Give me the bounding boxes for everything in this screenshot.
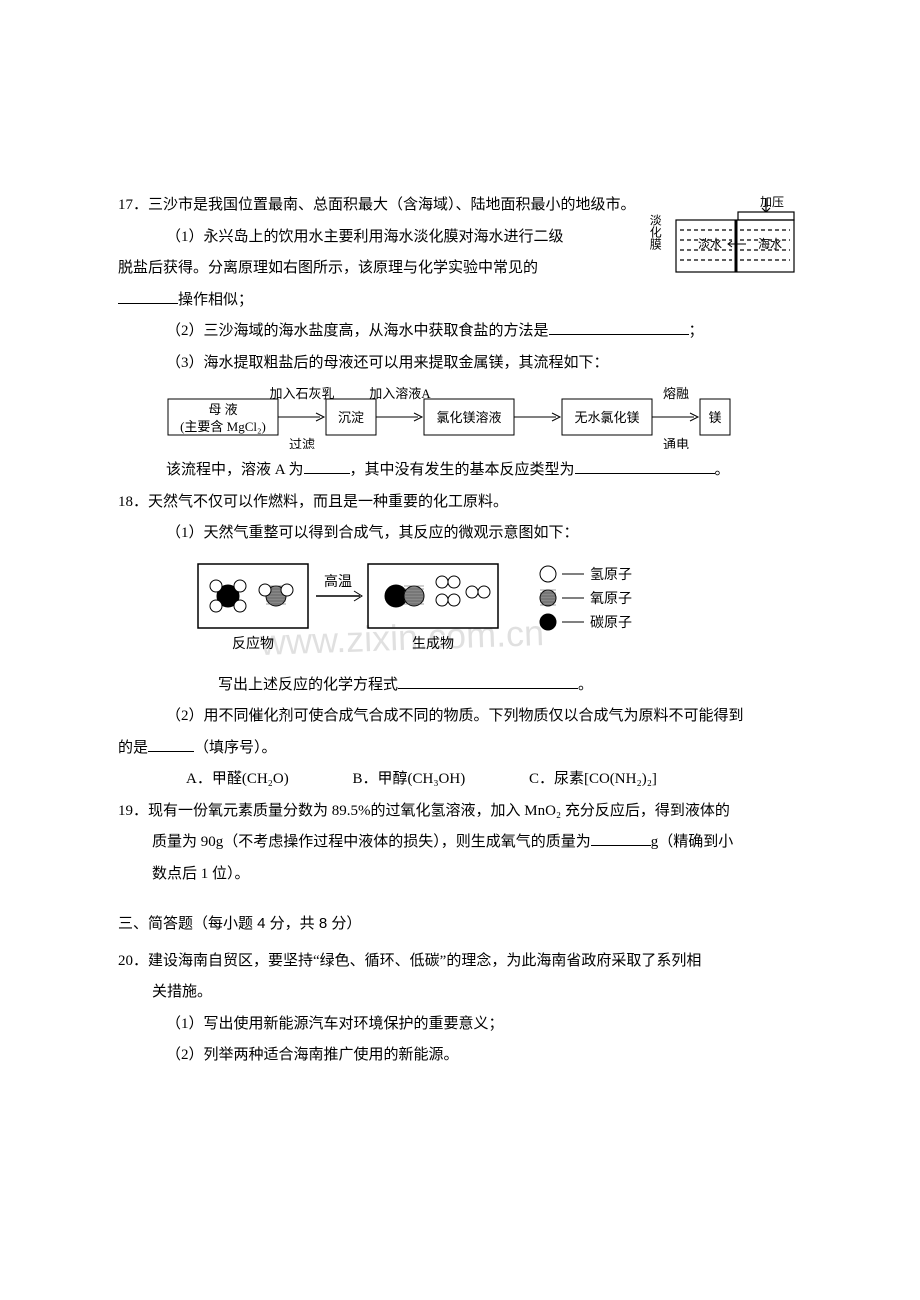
- svg-text:(主要含 MgCl₂): (主要含 MgCl₂): [180, 419, 266, 434]
- q18-p1: （1）天然气重整可以得到合成气，其反应的微观示意图如下：: [118, 518, 802, 550]
- membrane-diagram: 加压: [642, 190, 802, 282]
- q18-p2b-post: （填序号）。: [194, 740, 277, 756]
- q18-diagram: 反应物 高温生成物 氢原子氧原子碳原子: [118, 556, 802, 666]
- svg-text:碳原子: 碳原子: [590, 615, 632, 631]
- svg-text:通电: 通电: [663, 437, 689, 449]
- q18-p2a: （2）用不同催化剂可使合成气合成不同的物质。下列物质仅以合成气为原料不可能得到: [118, 701, 802, 733]
- svg-text:沉淀: 沉淀: [338, 410, 364, 425]
- q20-intro-b: 关措施。: [118, 977, 802, 1009]
- q17-p2: （2）三沙海域的海水盐度高，从海水中获取食盐的方法是 ；: [118, 316, 802, 348]
- blank-q17-4[interactable]: [575, 458, 715, 474]
- q18-p2b-pre: 的是: [118, 740, 148, 756]
- q17-p4: 该流程中，溶液 A 为 ，其中没有发生的基本反应类型为 。: [118, 455, 802, 487]
- q18-option-b[interactable]: B．甲醇(CH₃OH): [352, 764, 465, 796]
- section-3-title: 三、简答题（每小题 4 分，共 8 分）: [118, 908, 802, 940]
- svg-text:镁: 镁: [708, 410, 721, 425]
- q17-p4-b: ，其中没有发生的基本反应类型为: [350, 462, 575, 478]
- q18-line1: 18．天然气不仅可以作燃料，而且是一种重要的化工原料。: [118, 487, 802, 519]
- q18-option-a[interactable]: A．甲醛(CH₂O): [186, 764, 289, 796]
- svg-text:过滤: 过滤: [289, 437, 315, 449]
- q17-p3: （3）海水提取粗盐后的母液还可以用来提取金属镁，其流程如下：: [118, 348, 802, 380]
- blank-q18-eq[interactable]: [398, 673, 578, 689]
- q17-p1c: 操作相似；: [118, 285, 802, 317]
- blank-q17-2[interactable]: [549, 319, 689, 335]
- q17-p1c-post: 操作相似；: [178, 292, 253, 308]
- label-fresh: 淡水: [698, 237, 722, 251]
- q18-num: 18．: [118, 494, 148, 510]
- membrane-svg: 淡水 海水: [662, 194, 802, 280]
- svg-text:高温: 高温: [324, 573, 352, 590]
- blank-q17-1[interactable]: [118, 288, 178, 304]
- page-container: 加压: [0, 0, 920, 1132]
- svg-text:无水氯化镁: 无水氯化镁: [574, 410, 639, 425]
- q18-eq-pre: 写出上述反应的化学方程式: [218, 677, 398, 693]
- svg-text:加入石灰乳: 加入石灰乳: [269, 386, 334, 401]
- blank-q18-opt[interactable]: [148, 736, 194, 752]
- q20-num: 20．: [118, 953, 148, 969]
- blank-q17-3[interactable]: [304, 458, 350, 474]
- q17-num: 17．: [118, 197, 148, 213]
- q19-b-post: g（精确到小: [651, 834, 734, 850]
- q18-options: A．甲醛(CH₂O) B．甲醇(CH₃OH) C．尿素[CO(NH₂)₂]: [118, 764, 802, 796]
- q17-p2-pre: （2）三沙海域的海水盐度高，从海水中获取食盐的方法是: [166, 323, 549, 339]
- q18-p2b: 的是 （填序号）。: [118, 733, 802, 765]
- blank-q19[interactable]: [591, 830, 651, 846]
- label-sea: 海水: [758, 236, 782, 251]
- q18-option-c[interactable]: C．尿素[CO(NH₂)₂]: [529, 764, 657, 796]
- q19-b-pre: 质量为 90g（不考虑操作过程中液体的损失），则生成氧气的质量为: [152, 834, 591, 850]
- svg-text:熔融: 熔融: [663, 386, 689, 401]
- svg-text:氧原子: 氧原子: [590, 591, 632, 607]
- q20-intro-a: 建设海南自贸区，要坚持“绿色、循环、低碳”的理念，为此海南省政府采取了系列相: [148, 953, 701, 969]
- svg-text:加入溶液A: 加入溶液A: [369, 386, 431, 401]
- q17-flowchart: 母 液 (主要含 MgCl₂) 沉淀 氯化镁溶液 无水氯化镁 镁 加入石灰乳过滤 加入溶液A 熔…: [118, 385, 802, 449]
- q19-num: 19．: [118, 803, 148, 819]
- q20-p1: （1）写出使用新能源汽车对环境保护的重要意义；: [118, 1009, 802, 1041]
- label-membrane: 淡化膜: [642, 214, 667, 250]
- svg-text:氯化镁溶液: 氯化镁溶液: [436, 410, 501, 425]
- q19-line2: 质量为 90g（不考虑操作过程中液体的损失），则生成氧气的质量为 g（精确到小: [118, 827, 802, 859]
- q19-line1: 19．现有一份氧元素质量分数为 89.5%的过氧化氢溶液，加入 MnO₂ 充分反…: [118, 796, 802, 828]
- svg-text:氢原子: 氢原子: [590, 567, 632, 583]
- svg-text:生成物: 生成物: [412, 636, 454, 652]
- q17-intro: 三沙市是我国位置最南、总面积最大（含海域）、陆地面积最小的地级市。: [148, 197, 636, 213]
- q17-p4-c: 。: [715, 462, 730, 478]
- q18-eq-post: 。: [578, 677, 593, 693]
- q17-p2-post: ；: [689, 323, 704, 339]
- q19-a: 现有一份氧元素质量分数为 89.5%的过氧化氢溶液，加入 MnO₂ 充分反应后，…: [148, 803, 730, 819]
- q18-eq: 写出上述反应的化学方程式 。: [118, 670, 802, 702]
- q17-p4-a: 该流程中，溶液 A 为: [166, 462, 304, 478]
- q20-line1: 20．建设海南自贸区，要坚持“绿色、循环、低碳”的理念，为此海南省政府采取了系列…: [118, 946, 802, 978]
- q20-p2: （2）列举两种适合海南推广使用的新能源。: [118, 1040, 802, 1072]
- svg-text:母 液: 母 液: [208, 402, 237, 417]
- svg-text:反应物: 反应物: [232, 635, 274, 652]
- q19-line3: 数点后 1 位）。: [118, 859, 802, 891]
- q18-intro: 天然气不仅可以作燃料，而且是一种重要的化工原料。: [148, 494, 508, 510]
